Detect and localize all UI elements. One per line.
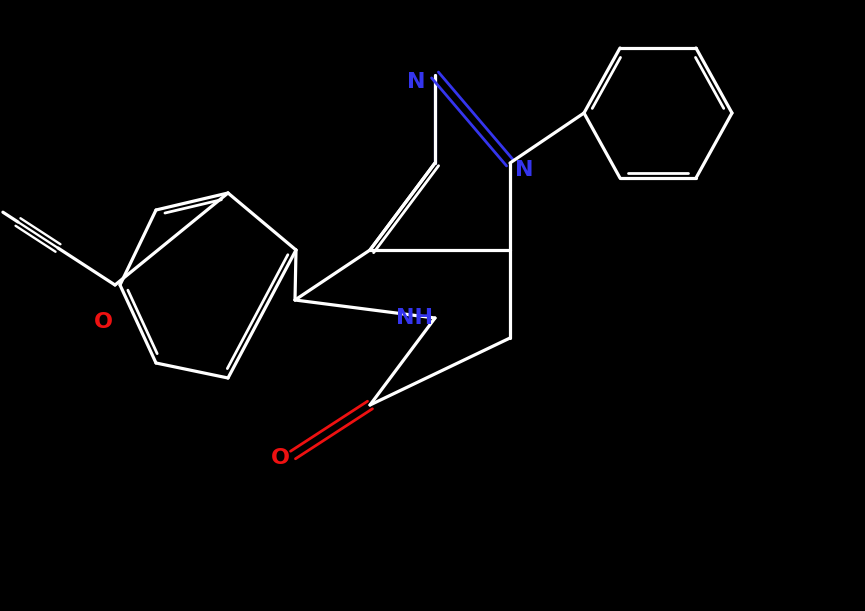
- Text: N: N: [515, 160, 533, 180]
- Text: O: O: [93, 312, 112, 332]
- Text: NH: NH: [396, 308, 433, 328]
- Text: O: O: [271, 448, 290, 468]
- Text: N: N: [407, 72, 426, 92]
